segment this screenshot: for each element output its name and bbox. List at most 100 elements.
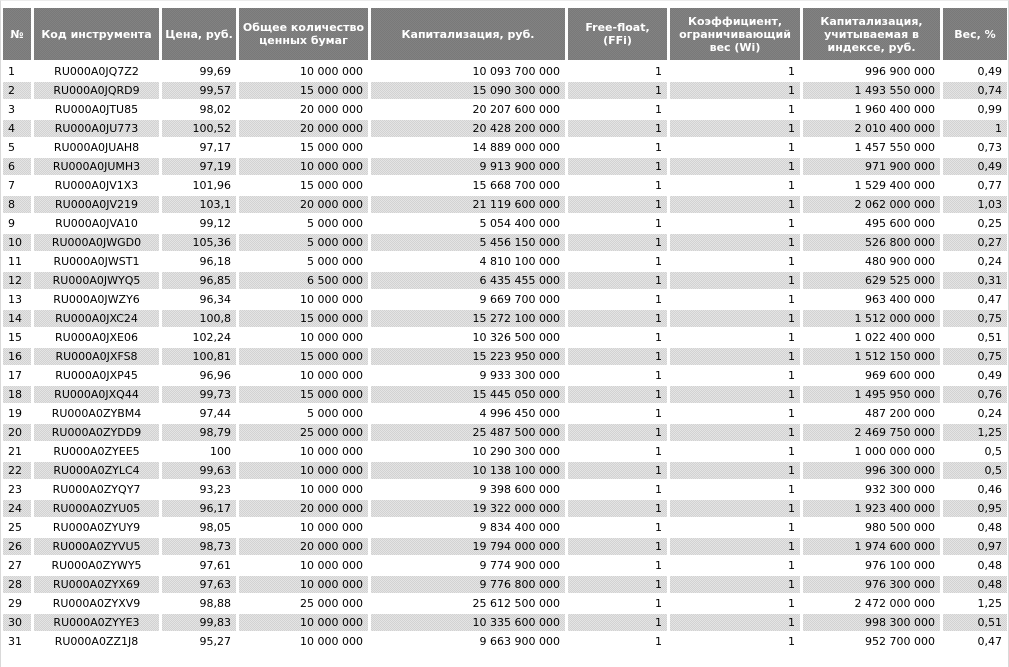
table-row: 16 RU000A0JXFS8 100,81 15 000 000 15 223 950… [3,348,1007,367]
cell-code: RU000A0ZYLC4 [34,462,162,481]
cell-ff: 1 [568,462,670,481]
cell-price: 102,24 [162,329,239,348]
cell-qty: 10 000 000 [239,519,371,538]
cell-cap: 25 487 500 000 [371,424,568,443]
cell-capidx: 996 900 000 [803,63,943,82]
cell-code: RU000A0ZYUY9 [34,519,162,538]
cell-capidx: 2 469 750 000 [803,424,943,443]
cell-wi: 1 [670,481,803,500]
cell-code: RU000A0JXC24 [34,310,162,329]
cell-num: 7 [3,177,34,196]
cell-ff: 1 [568,576,670,595]
cell-weight: 0,48 [943,576,1007,595]
cell-capidx: 629 525 000 [803,272,943,291]
cell-wi: 1 [670,196,803,215]
cell-num: 12 [3,272,34,291]
cell-qty: 10 000 000 [239,329,371,348]
cell-price: 96,17 [162,500,239,519]
table-row: 14 RU000A0JXC24 100,8 15 000 000 15 272 100 … [3,310,1007,329]
cell-wi: 1 [670,139,803,158]
cell-qty: 15 000 000 [239,348,371,367]
cell-capidx: 963 400 000 [803,291,943,310]
column-header-wi: Коэффициент, ограничивающий вес (Wi) [670,8,803,63]
cell-ff: 1 [568,291,670,310]
column-header-ff: Free-float, (FFi) [568,8,670,63]
cell-wi: 1 [670,500,803,519]
cell-price: 97,19 [162,158,239,177]
cell-price: 100 [162,443,239,462]
cell-qty: 5 000 000 [239,215,371,234]
column-header-qty: Общее количество ценных бумаг [239,8,371,63]
cell-code: RU000A0ZYDD9 [34,424,162,443]
table-row: 2 RU000A0JQRD9 99,57 15 000 000 15 090 300 0… [3,82,1007,101]
cell-wi: 1 [670,348,803,367]
cell-qty: 20 000 000 [239,500,371,519]
cell-code: RU000A0JXQ44 [34,386,162,405]
table-row: 27 RU000A0ZYWY5 97,61 10 000 000 9 774 900 0… [3,557,1007,576]
table-row: 13 RU000A0JWZY6 96,34 10 000 000 9 669 700 0… [3,291,1007,310]
cell-ff: 1 [568,82,670,101]
cell-num: 19 [3,405,34,424]
table-row: 23 RU000A0ZYQY7 93,23 10 000 000 9 398 600 0… [3,481,1007,500]
cell-qty: 10 000 000 [239,291,371,310]
cell-code: RU000A0ZYBM4 [34,405,162,424]
cell-qty: 6 500 000 [239,272,371,291]
cell-ff: 1 [568,158,670,177]
cell-qty: 20 000 000 [239,196,371,215]
cell-code: RU000A0JWGD0 [34,234,162,253]
cell-cap: 25 612 500 000 [371,595,568,614]
table-row: 20 RU000A0ZYDD9 98,79 25 000 000 25 487 500 … [3,424,1007,443]
cell-code: RU000A0JXP45 [34,367,162,386]
cell-num: 20 [3,424,34,443]
cell-cap: 15 223 950 000 [371,348,568,367]
table-row: 6 RU000A0JUMH3 97,19 10 000 000 9 913 900 00… [3,158,1007,177]
cell-weight: 0,47 [943,633,1007,652]
cell-cap: 10 335 600 000 [371,614,568,633]
cell-wi: 1 [670,101,803,120]
cell-weight: 1,25 [943,595,1007,614]
table-body: 1 RU000A0JQ7Z2 99,69 10 000 000 10 093 700 0… [3,63,1007,652]
cell-num: 11 [3,253,34,272]
cell-cap: 9 933 300 000 [371,367,568,386]
cell-price: 93,23 [162,481,239,500]
cell-qty: 5 000 000 [239,405,371,424]
table-row: 18 RU000A0JXQ44 99,73 15 000 000 15 445 050 … [3,386,1007,405]
table-row: 26 RU000A0ZYVU5 98,73 20 000 000 19 794 000 … [3,538,1007,557]
cell-cap: 10 093 700 000 [371,63,568,82]
cell-qty: 5 000 000 [239,234,371,253]
cell-code: RU000A0JXFS8 [34,348,162,367]
cell-qty: 10 000 000 [239,443,371,462]
cell-num: 25 [3,519,34,538]
cell-ff: 1 [568,139,670,158]
cell-num: 6 [3,158,34,177]
cell-num: 24 [3,500,34,519]
cell-ff: 1 [568,538,670,557]
table-row: 7 RU000A0JV1X3 101,96 15 000 000 15 668 700 … [3,177,1007,196]
column-header-weight: Вес, % [943,8,1007,63]
cell-cap: 15 445 050 000 [371,386,568,405]
cell-capidx: 1 923 400 000 [803,500,943,519]
cell-price: 98,02 [162,101,239,120]
cell-code: RU000A0JV219 [34,196,162,215]
table-row: 10 RU000A0JWGD0 105,36 5 000 000 5 456 150 0… [3,234,1007,253]
cell-num: 4 [3,120,34,139]
table-row: 8 RU000A0JV219 103,1 20 000 000 21 119 600 0… [3,196,1007,215]
cell-ff: 1 [568,215,670,234]
cell-ff: 1 [568,405,670,424]
cell-capidx: 2 010 400 000 [803,120,943,139]
cell-qty: 5 000 000 [239,253,371,272]
cell-qty: 15 000 000 [239,82,371,101]
cell-weight: 0,51 [943,329,1007,348]
cell-num: 15 [3,329,34,348]
cell-weight: 0,25 [943,215,1007,234]
cell-wi: 1 [670,519,803,538]
cell-price: 100,81 [162,348,239,367]
cell-num: 13 [3,291,34,310]
cell-cap: 10 138 100 000 [371,462,568,481]
cell-cap: 10 290 300 000 [371,443,568,462]
cell-weight: 0,75 [943,310,1007,329]
cell-capidx: 487 200 000 [803,405,943,424]
cell-ff: 1 [568,595,670,614]
cell-weight: 0,27 [943,234,1007,253]
